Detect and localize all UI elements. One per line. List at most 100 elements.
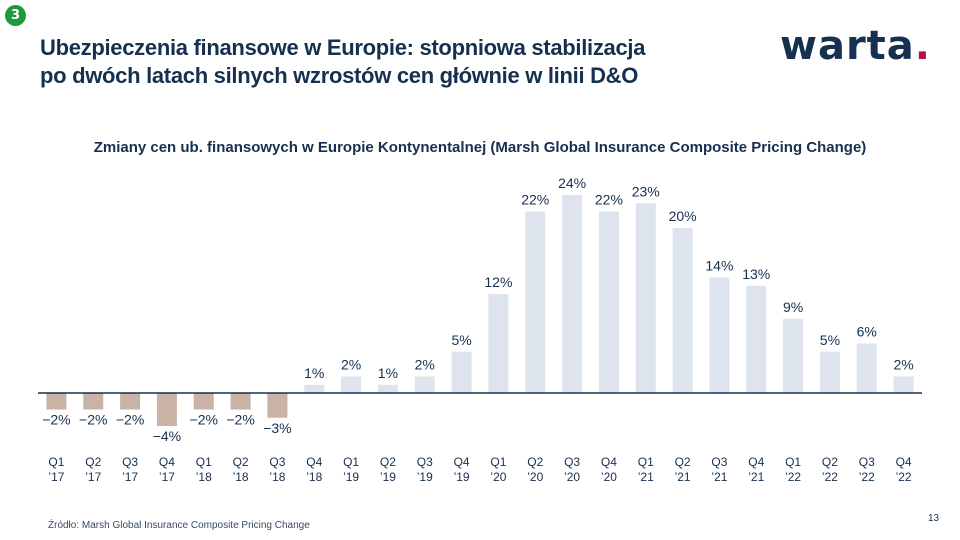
x-tick-year: ’20 bbox=[601, 470, 617, 484]
x-tick-year: ’17 bbox=[122, 470, 138, 484]
slide-title-line-1: Ubezpieczenia finansowe w Europie: stopn… bbox=[40, 35, 646, 60]
x-tick-quarter: Q2 bbox=[380, 455, 396, 469]
x-tick-quarter: Q2 bbox=[675, 455, 691, 469]
value-label: 24% bbox=[558, 175, 586, 191]
x-tick-year: ’20 bbox=[527, 470, 543, 484]
x-tick-year: ’21 bbox=[638, 470, 654, 484]
value-label: −2% bbox=[116, 412, 144, 428]
chart-title: Zmiany cen ub. finansowych w Europie Kon… bbox=[93, 139, 867, 156]
bar-Q3-17 bbox=[120, 393, 141, 410]
x-tick-quarter: Q3 bbox=[122, 455, 138, 469]
value-label: 9% bbox=[783, 299, 803, 315]
bar-Q2-18 bbox=[230, 393, 251, 410]
bar-Q4-18 bbox=[304, 384, 325, 393]
bar-Q2-19 bbox=[377, 384, 398, 393]
x-tick-quarter: Q1 bbox=[343, 455, 359, 469]
x-tick-year: ’18 bbox=[306, 470, 322, 484]
x-tick-quarter: Q2 bbox=[85, 455, 101, 469]
bar-chart: −2%Q1’17−2%Q2’17−2%Q3’17−4%Q4’17−2%Q1’18… bbox=[38, 175, 922, 484]
x-tick-year: ’17 bbox=[48, 470, 64, 484]
section-badge: 3 bbox=[5, 5, 26, 26]
value-label: −2% bbox=[190, 412, 218, 428]
value-label: 13% bbox=[742, 266, 770, 282]
x-tick-year: ’19 bbox=[454, 470, 470, 484]
bar-Q2-20 bbox=[525, 211, 546, 393]
x-tick-quarter: Q2 bbox=[233, 455, 249, 469]
x-tick-quarter: Q2 bbox=[527, 455, 543, 469]
bar-Q2-22 bbox=[819, 351, 840, 393]
x-tick-quarter: Q4 bbox=[601, 455, 617, 469]
x-tick-quarter: Q1 bbox=[785, 455, 801, 469]
value-label: 1% bbox=[378, 365, 398, 381]
bar-Q1-19 bbox=[341, 376, 362, 393]
value-label: 5% bbox=[451, 332, 471, 348]
x-tick-quarter: Q1 bbox=[48, 455, 64, 469]
x-tick-quarter: Q1 bbox=[490, 455, 506, 469]
x-tick-year: ’22 bbox=[859, 470, 875, 484]
value-label: 2% bbox=[893, 357, 913, 373]
bar-Q4-20 bbox=[598, 211, 619, 393]
bar-Q4-22 bbox=[893, 376, 914, 393]
x-tick-quarter: Q4 bbox=[454, 455, 470, 469]
x-tick-quarter: Q4 bbox=[896, 455, 912, 469]
warta-logo: warta. bbox=[780, 22, 931, 70]
bar-Q2-17 bbox=[83, 393, 104, 410]
x-tick-year: ’21 bbox=[675, 470, 691, 484]
x-tick-quarter: Q1 bbox=[196, 455, 212, 469]
value-label: 23% bbox=[632, 183, 660, 199]
value-label: 14% bbox=[705, 258, 733, 274]
value-label: 22% bbox=[595, 192, 623, 208]
bar-Q4-17 bbox=[156, 393, 177, 426]
value-label: 1% bbox=[304, 365, 324, 381]
value-label: −3% bbox=[263, 420, 291, 436]
x-tick-year: ’18 bbox=[196, 470, 212, 484]
slide-title-line-2: po dwóch latach silnych wzrostów cen głó… bbox=[40, 63, 639, 88]
bar-Q3-20 bbox=[562, 195, 583, 393]
x-tick-quarter: Q3 bbox=[859, 455, 875, 469]
bar-Q4-21 bbox=[746, 285, 767, 393]
x-tick-year: ’22 bbox=[896, 470, 912, 484]
value-label: −2% bbox=[226, 412, 254, 428]
value-label: −2% bbox=[79, 412, 107, 428]
bar-Q3-19 bbox=[414, 376, 435, 393]
value-label: 2% bbox=[341, 357, 361, 373]
x-tick-quarter: Q3 bbox=[417, 455, 433, 469]
value-label: 6% bbox=[857, 324, 877, 340]
x-tick-quarter: Q4 bbox=[159, 455, 175, 469]
bar-Q2-21 bbox=[672, 228, 693, 393]
bar-Q1-22 bbox=[783, 318, 804, 393]
bar-Q1-21 bbox=[635, 203, 656, 393]
x-tick-quarter: Q3 bbox=[711, 455, 727, 469]
bar-Q1-20 bbox=[488, 294, 509, 393]
x-tick-year: ’21 bbox=[711, 470, 727, 484]
bar-Q1-18 bbox=[193, 393, 214, 410]
bar-Q3-22 bbox=[856, 343, 877, 393]
bar-Q3-18 bbox=[267, 393, 288, 418]
x-tick-year: ’19 bbox=[343, 470, 359, 484]
x-tick-year: ’20 bbox=[490, 470, 506, 484]
logo-text: warta bbox=[780, 23, 915, 69]
x-tick-quarter: Q4 bbox=[748, 455, 764, 469]
x-tick-year: ’20 bbox=[564, 470, 580, 484]
bar-Q1-17 bbox=[46, 393, 67, 410]
page-number: 13 bbox=[928, 513, 940, 524]
x-tick-year: ’19 bbox=[417, 470, 433, 484]
value-label: −2% bbox=[42, 412, 70, 428]
x-tick-year: ’18 bbox=[269, 470, 285, 484]
slide-title: Ubezpieczenia finansowe w Europie: stopn… bbox=[40, 34, 760, 90]
logo-dot: . bbox=[914, 23, 931, 69]
value-label: 2% bbox=[415, 357, 435, 373]
value-label: 12% bbox=[484, 274, 512, 290]
x-tick-quarter: Q2 bbox=[822, 455, 838, 469]
x-tick-quarter: Q3 bbox=[564, 455, 580, 469]
source-note: Źródło: Marsh Global Insurance Composite… bbox=[48, 520, 310, 531]
x-tick-quarter: Q4 bbox=[306, 455, 322, 469]
x-tick-quarter: Q1 bbox=[638, 455, 654, 469]
x-tick-year: ’17 bbox=[85, 470, 101, 484]
x-tick-year: ’22 bbox=[822, 470, 838, 484]
bar-Q3-21 bbox=[709, 277, 730, 393]
x-tick-year: ’22 bbox=[785, 470, 801, 484]
bar-Q4-19 bbox=[451, 351, 472, 393]
value-label: 20% bbox=[669, 208, 697, 224]
x-tick-year: ’17 bbox=[159, 470, 175, 484]
